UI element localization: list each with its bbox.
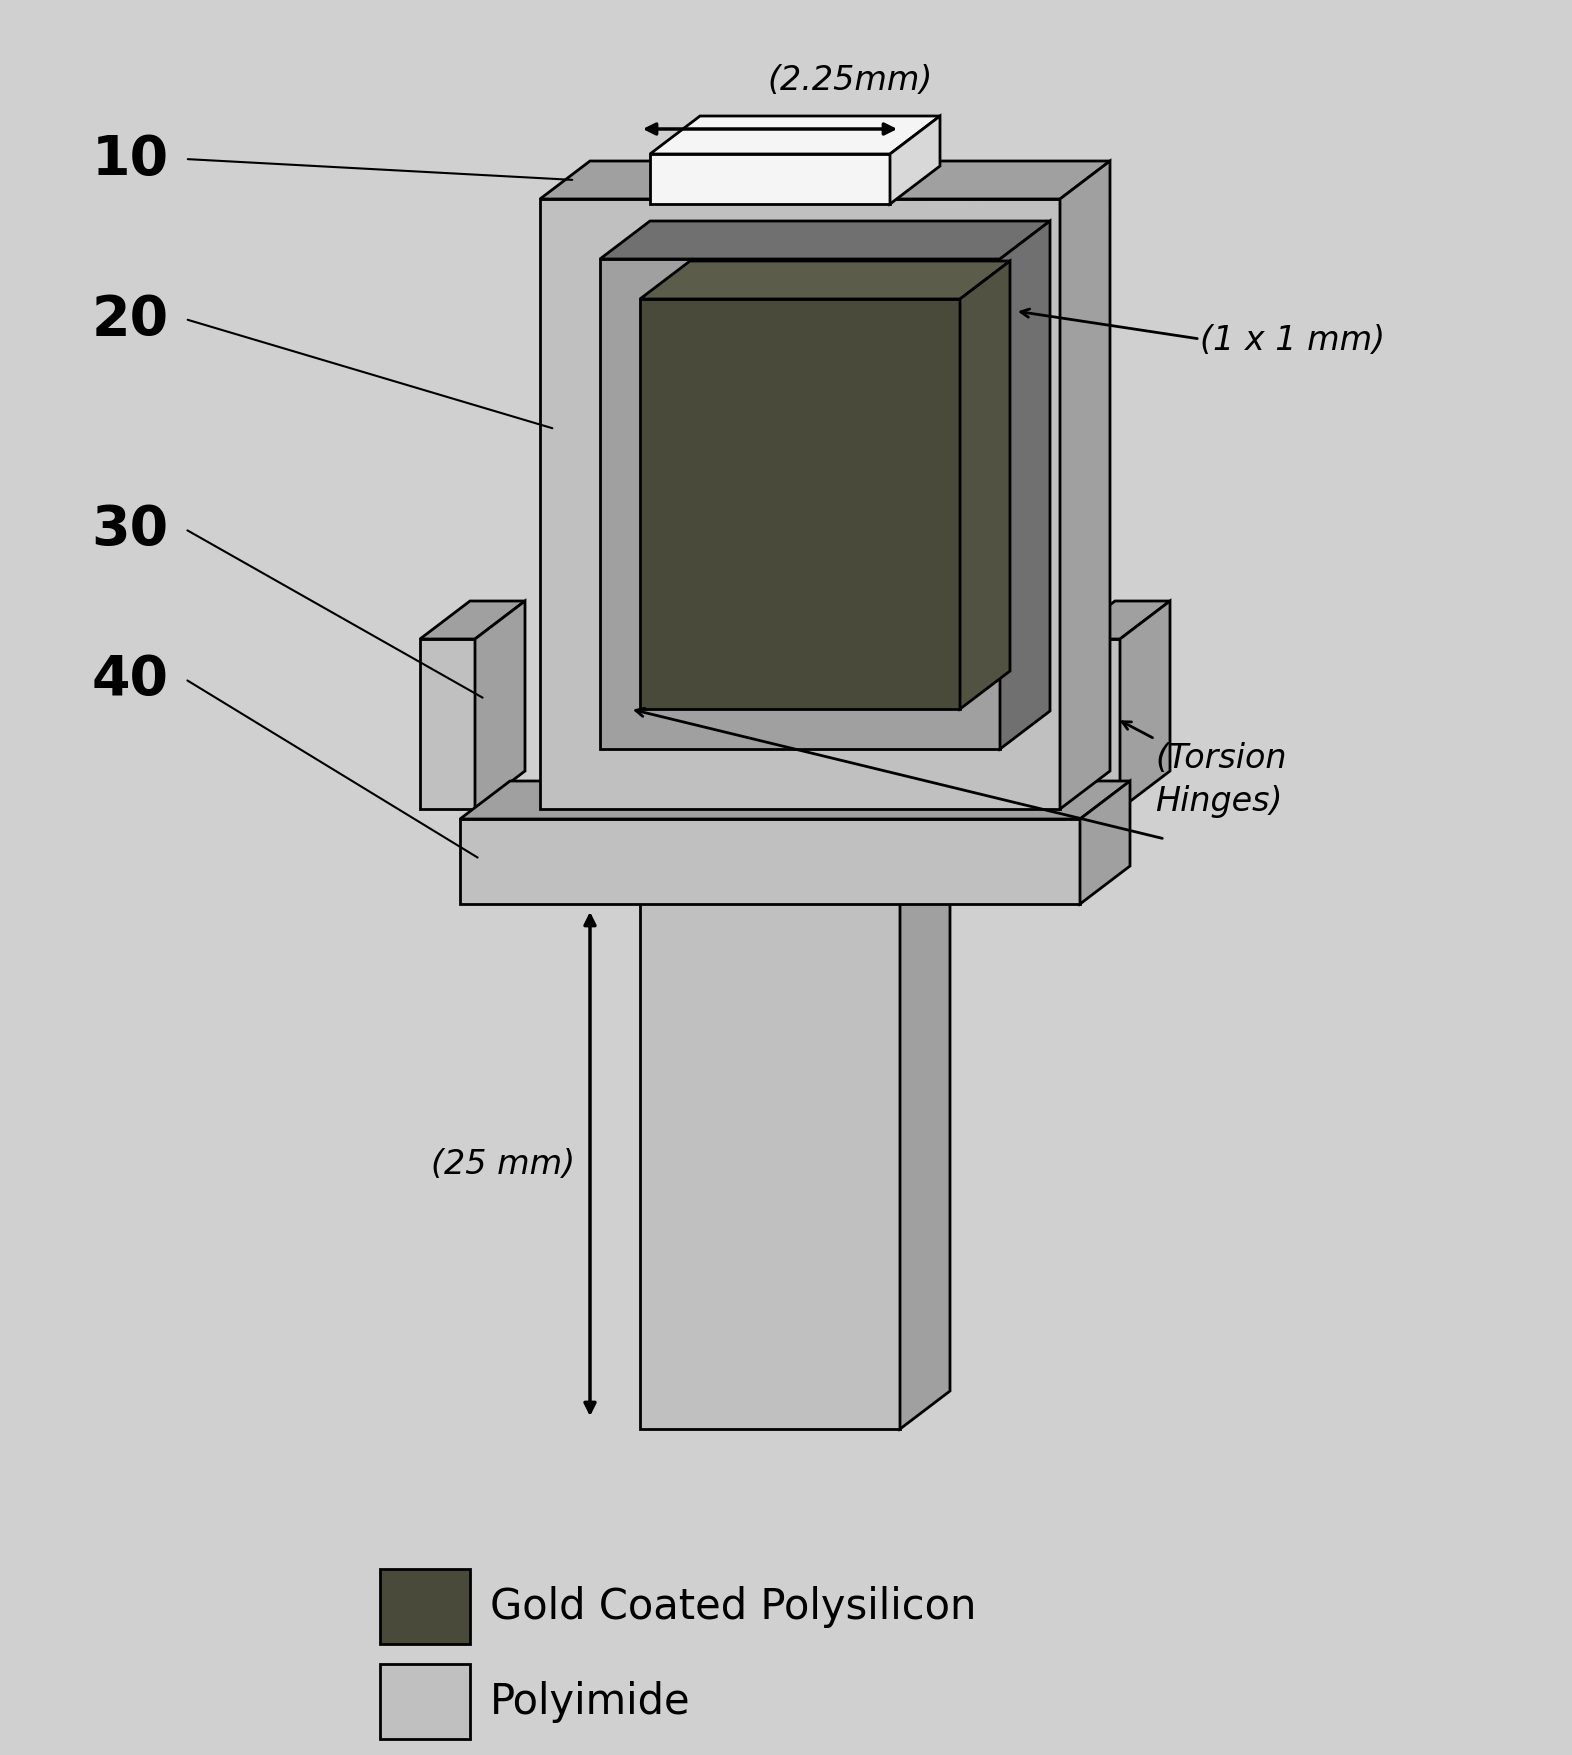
Polygon shape <box>1064 602 1170 639</box>
Polygon shape <box>475 602 525 809</box>
Text: Polyimide: Polyimide <box>490 1680 690 1722</box>
Text: (1 x 1 mm): (1 x 1 mm) <box>1199 323 1385 356</box>
Polygon shape <box>461 820 1080 904</box>
Text: Gold Coated Polysilicon: Gold Coated Polysilicon <box>490 1585 976 1627</box>
Polygon shape <box>640 862 949 900</box>
Polygon shape <box>640 300 960 709</box>
Polygon shape <box>1080 781 1130 904</box>
Polygon shape <box>1064 639 1119 809</box>
Polygon shape <box>420 639 475 809</box>
Text: 40: 40 <box>91 653 168 707</box>
Polygon shape <box>461 781 1130 820</box>
Polygon shape <box>541 200 1060 809</box>
Polygon shape <box>380 1569 470 1644</box>
Polygon shape <box>640 900 901 1429</box>
Text: (2.25mm): (2.25mm) <box>767 63 932 97</box>
Polygon shape <box>1119 602 1170 809</box>
Polygon shape <box>901 862 949 1429</box>
Polygon shape <box>649 118 940 154</box>
Polygon shape <box>380 1664 470 1739</box>
Polygon shape <box>649 154 890 205</box>
Polygon shape <box>541 161 1110 200</box>
Text: 30: 30 <box>91 502 168 556</box>
Polygon shape <box>890 118 940 205</box>
Text: (Torsion
Hinges): (Torsion Hinges) <box>1155 741 1286 818</box>
Polygon shape <box>601 221 1050 260</box>
Text: 10: 10 <box>91 133 168 186</box>
Polygon shape <box>1000 221 1050 749</box>
Polygon shape <box>420 602 525 639</box>
Polygon shape <box>640 261 1009 300</box>
Polygon shape <box>1060 161 1110 809</box>
Text: 20: 20 <box>91 293 168 347</box>
Polygon shape <box>601 260 1000 749</box>
Polygon shape <box>960 261 1009 709</box>
Text: (25 mm): (25 mm) <box>431 1148 575 1181</box>
